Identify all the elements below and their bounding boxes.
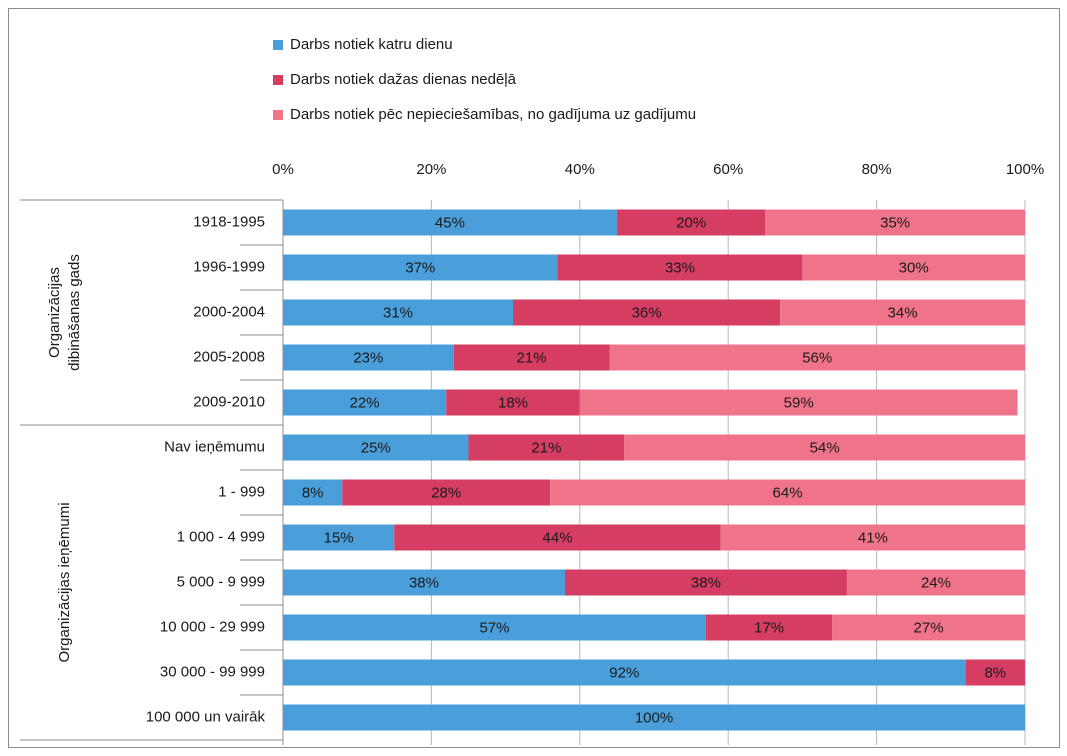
data-label: 31% [383,304,413,321]
x-tick-label: 80% [862,161,892,178]
bar-segment [283,209,617,236]
bar-segment [283,299,514,326]
bar-segment [283,569,565,596]
data-label: 38% [409,574,439,591]
bar-segment [846,569,1025,596]
bar-segment [446,389,580,416]
bar-segment [720,524,1025,551]
bar-segment [283,389,447,416]
data-label: 64% [773,484,803,501]
y-tick-label: 100 000 un vairāk [146,708,266,725]
y-tick-label: 2009-2010 [193,393,265,410]
data-label: 21% [531,439,561,456]
bar-segment [283,434,469,461]
y-tick-label: 2005-2008 [193,348,265,365]
bar-segment [832,614,1025,641]
legend-swatch [273,40,283,50]
data-label: 33% [665,259,695,276]
legend-label: Darbs notiek katru dienu [290,36,453,53]
group-label: Organizācijas [46,267,63,358]
data-label: 57% [479,619,509,636]
bar-segment [616,209,766,236]
data-label: 34% [888,304,918,321]
bar-segment [283,614,706,641]
bar-segment [564,569,847,596]
data-label: 44% [543,529,573,546]
y-tick-label: 30 000 - 99 999 [160,663,265,680]
y-tick-label: 1 - 999 [218,483,265,500]
data-label: 27% [914,619,944,636]
bar-segment [579,389,1018,416]
data-label: 25% [361,439,391,456]
bar-segment [283,524,395,551]
x-tick-label: 60% [713,161,743,178]
y-tick-label: 1996-1999 [193,258,265,275]
bar-segment [624,434,1025,461]
bar-segment [780,299,1025,326]
data-label: 8% [302,484,324,501]
x-tick-label: 100% [1006,161,1044,178]
bar-segment [557,254,803,281]
x-tick-label: 20% [416,161,446,178]
data-label: 92% [609,664,639,681]
bar-segment [283,344,454,371]
data-label: 100% [635,709,673,726]
bar-segment [342,479,551,506]
data-label: 35% [880,214,910,231]
bar-segment [283,659,966,686]
y-tick-label: 2000-2004 [193,303,265,320]
legend-swatch [273,75,283,85]
data-label: 45% [435,214,465,231]
bar-segment [802,254,1025,281]
data-label: 23% [353,349,383,366]
bar-segment [765,209,1025,236]
data-label: 30% [899,259,929,276]
y-tick-label: 1918-1995 [193,213,265,230]
data-label: 24% [921,574,951,591]
data-label: 36% [632,304,662,321]
bar-segment [468,434,625,461]
legend-label: Darbs notiek pēc nepieciešamības, no gad… [290,106,696,123]
data-label: 8% [984,664,1006,681]
legend-swatch [273,110,283,120]
data-label: 18% [498,394,528,411]
group-label: Organizācijas ieņēmumi [56,502,73,662]
bar-segment [705,614,833,641]
bar-segment [283,254,558,281]
data-label: 15% [324,529,354,546]
y-tick-label: Nav ieņēmumu [164,438,265,455]
data-label: 59% [784,394,814,411]
data-label: 37% [405,259,435,276]
y-tick-label: 1 000 - 4 999 [177,528,265,545]
data-label: 41% [858,529,888,546]
bar-segment [283,704,1025,731]
data-label: 28% [431,484,461,501]
bar-segment [513,299,781,326]
y-tick-label: 10 000 - 29 999 [160,618,265,635]
bar-segment [394,524,721,551]
data-label: 20% [676,214,706,231]
bar-segment [965,659,1025,686]
group-label: dibināšanas gads [66,254,83,371]
x-tick-label: 40% [565,161,595,178]
y-tick-label: 5 000 - 9 999 [177,573,265,590]
data-label: 54% [810,439,840,456]
data-label: 21% [517,349,547,366]
data-label: 17% [754,619,784,636]
bar-segment [283,479,343,506]
x-tick-label: 0% [272,161,294,178]
bar-segment [550,479,1025,506]
data-label: 56% [802,349,832,366]
data-label: 38% [691,574,721,591]
data-label: 22% [350,394,380,411]
legend-label: Darbs notiek dažas dienas nedēļā [290,71,517,88]
bar-segment [453,344,610,371]
bar-segment [609,344,1025,371]
